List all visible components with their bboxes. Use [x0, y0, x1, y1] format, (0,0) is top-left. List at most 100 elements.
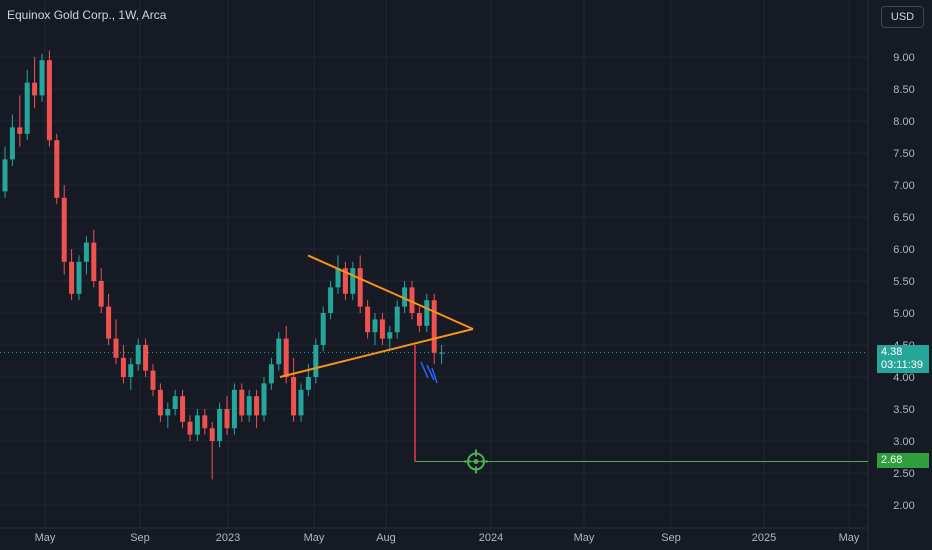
candle-body [431, 300, 437, 353]
time-tick-label: May [304, 532, 325, 544]
time-tick-label: May [35, 532, 56, 544]
candle-body [9, 127, 15, 160]
candle-body [17, 127, 23, 134]
candle-body [372, 319, 378, 333]
candle-body [209, 428, 215, 441]
time-tick-label: 2024 [479, 532, 503, 544]
candle-body [128, 364, 134, 377]
price-axis[interactable]: 9.008.508.007.507.006.506.005.505.004.50… [893, 52, 914, 512]
candle-body [120, 357, 126, 377]
price-tick-label: 8.00 [893, 116, 914, 128]
price-tick-label: 3.00 [893, 436, 914, 448]
candle-body [239, 389, 245, 416]
candle-body [268, 364, 274, 384]
candle-body [261, 383, 267, 416]
time-tick-label: 2023 [216, 532, 240, 544]
triangle-upper-line [307, 254, 474, 330]
candle-body [394, 306, 400, 333]
price-tick-label: 2.50 [893, 468, 914, 480]
time-tick-label: May [574, 532, 595, 544]
candle-body [24, 82, 30, 134]
candle-body [135, 345, 141, 365]
price-tick-label: 9.00 [893, 52, 914, 64]
time-axis[interactable]: May Sep 2023 May Aug 2024 May Sep 2025 May [35, 532, 860, 544]
candle-body [61, 197, 67, 262]
time-tick-label: Sep [661, 532, 681, 544]
candle-body [313, 345, 319, 377]
candle-body [305, 377, 311, 390]
candle-body [202, 415, 208, 429]
candle-body [187, 421, 193, 435]
target-price-badge: 2.68 [877, 453, 929, 468]
candle-body [180, 396, 186, 422]
price-tick-label: 5.50 [893, 276, 914, 288]
time-tick-label: 2025 [752, 532, 776, 544]
price-tick-label: 7.50 [893, 148, 914, 160]
price-tick-label: 8.50 [893, 84, 914, 96]
time-tick-label: Aug [376, 532, 396, 544]
candle-body [387, 332, 393, 339]
candle-body [54, 140, 60, 198]
candle-body [298, 389, 304, 416]
candle-body [439, 352, 445, 354]
candle-body [328, 287, 334, 313]
candle-body [39, 60, 45, 96]
candle-body [276, 338, 282, 365]
candle-body [83, 242, 89, 262]
candle-body [342, 268, 348, 294]
candle-body [2, 159, 8, 192]
candle-body [283, 338, 289, 377]
candle-body [106, 306, 112, 339]
candle-body [113, 338, 119, 358]
candle-body [246, 396, 252, 416]
price-tick-label: 5.00 [893, 308, 914, 320]
target-crosshair-icon [473, 458, 479, 464]
chart-drawings [279, 254, 868, 474]
candle-body [76, 261, 82, 294]
time-tick-label: May [839, 532, 860, 544]
candle-body [143, 345, 149, 371]
symbol-title: Equinox Gold Corp., 1W, Arca [7, 8, 167, 22]
candle-body [172, 396, 178, 409]
candle-body [91, 242, 97, 281]
candle-body [165, 409, 171, 416]
candle-body [69, 261, 75, 294]
candle-body [46, 60, 52, 141]
candle-body [157, 389, 163, 416]
chart-grid [0, 0, 869, 550]
candle-body [98, 281, 104, 307]
price-tick-label: 7.00 [893, 180, 914, 192]
candle-body [357, 268, 363, 307]
time-tick-label: Sep [130, 532, 150, 544]
bar-countdown: 03:11:39 [881, 359, 924, 371]
candle-body [320, 313, 326, 345]
candle-body [416, 313, 422, 326]
candle-body [231, 389, 237, 429]
candle-body [254, 396, 260, 416]
price-tick-label: 4.00 [893, 372, 914, 384]
candle-body [194, 415, 200, 435]
price-tick-label: 2.00 [893, 500, 914, 512]
candle-series [2, 50, 445, 480]
currency-button[interactable]: USD [881, 6, 924, 28]
candle-body [350, 268, 356, 294]
candle-body [32, 82, 38, 96]
candle-body [402, 287, 408, 307]
candle-body [365, 306, 371, 333]
price-tick-label: 6.00 [893, 244, 914, 256]
last-price-value: 4.38 [881, 346, 903, 358]
candle-body [409, 287, 415, 313]
candle-body [224, 409, 230, 429]
price-tick-label: 6.50 [893, 212, 914, 224]
candle-body [150, 370, 156, 390]
candle-body [291, 377, 297, 416]
last-price-badge: 4.38 03:11:39 [877, 345, 929, 373]
price-tick-label: 3.50 [893, 404, 914, 416]
candle-body [335, 268, 341, 288]
candle-body [424, 300, 430, 326]
triangle-lower-line [279, 328, 474, 378]
candle-body [217, 409, 223, 441]
candle-body [379, 319, 385, 339]
